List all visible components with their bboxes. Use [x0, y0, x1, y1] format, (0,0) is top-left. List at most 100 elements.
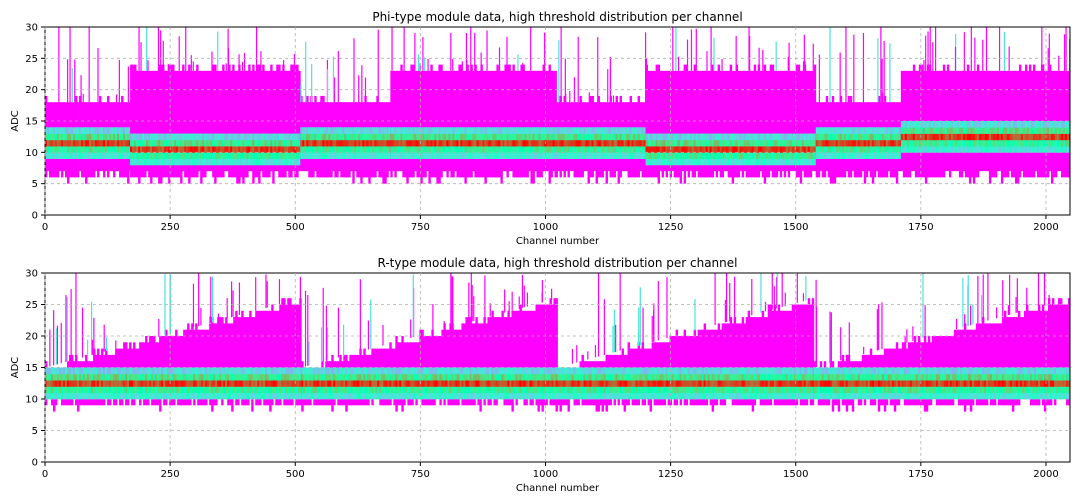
heatmap-core-bin [555, 367, 558, 375]
heatmap-core-bin [193, 386, 196, 394]
heatmap-core-bin [99, 392, 102, 400]
heatmap-column [158, 64, 161, 184]
heatmap-core-bin [178, 158, 181, 166]
heatmap-core-bin [171, 373, 174, 381]
heatmap-core-bin [155, 392, 158, 400]
heatmap-core-bin [238, 146, 241, 153]
heatmap-core-bin [569, 152, 572, 159]
heatmap-core-bin [420, 127, 423, 134]
heatmap-core-bin [416, 139, 419, 147]
heatmap-core-bin [767, 158, 771, 166]
heatmap-core-bin [461, 380, 464, 387]
heatmap-core-bin [209, 367, 212, 375]
heatmap-core-bin [727, 133, 731, 141]
heatmap-core-bin [978, 133, 982, 141]
heatmap-core-bin [385, 373, 388, 381]
heatmap-column [809, 70, 813, 178]
heatmap-core-bin [998, 121, 1002, 128]
heatmap-core-bin [111, 152, 114, 159]
heatmap-core-bin [413, 380, 416, 387]
heatmap-column [495, 317, 498, 406]
heatmap-core-bin [761, 146, 765, 153]
heatmap-core-bin [162, 139, 165, 147]
heatmap-core-bin [51, 367, 54, 375]
heatmap-core-bin [497, 373, 500, 381]
heatmap-core-bin [113, 386, 116, 394]
heatmap-core-bin [515, 392, 518, 400]
heatmap-core-bin [196, 152, 199, 159]
heatmap-core-bin [877, 127, 881, 134]
heatmap-column [653, 70, 656, 178]
heatmap-core-bin [1004, 121, 1008, 128]
heatmap-core-bin [265, 386, 268, 394]
heatmap-core-bin [300, 127, 303, 134]
heatmap-core-bin [536, 139, 539, 147]
heatmap-core-bin [1004, 133, 1008, 141]
heatmap-core-bin [563, 127, 566, 134]
outlier-spike [88, 27, 90, 103]
heatmap-core-bin [703, 133, 707, 141]
heatmap-core-bin [1030, 127, 1034, 134]
heatmap-core-bin [671, 146, 675, 153]
heatmap-core-bin [468, 152, 471, 159]
heatmap-core-bin [421, 373, 424, 381]
heatmap-core-bin [244, 152, 247, 159]
heatmap-core-bin [140, 152, 143, 159]
heatmap-core-bin [613, 152, 616, 159]
heatmap-column [239, 317, 242, 399]
heatmap-core-bin [45, 392, 48, 400]
heatmap-core-bin [212, 133, 215, 141]
heatmap-core-bin [53, 367, 56, 375]
heatmap-core-bin [525, 392, 528, 400]
heatmap-core-bin [900, 127, 904, 134]
heatmap-core-bin [510, 152, 513, 159]
heatmap-core-bin [460, 133, 463, 141]
heatmap-core-bin [243, 367, 246, 375]
heatmap-core-bin [994, 121, 998, 128]
heatmap-core-bin [63, 373, 66, 381]
heatmap-core-bin [1010, 121, 1014, 128]
outlier-spike [473, 296, 475, 322]
heatmap-core-bin [679, 158, 683, 166]
heatmap-core-bin [859, 139, 863, 147]
heatmap-core-bin [635, 152, 638, 159]
heatmap-core-bin [202, 146, 205, 153]
heatmap-core-bin [703, 139, 707, 147]
heatmap-core-bin [398, 133, 401, 141]
heatmap-core-bin [1014, 127, 1018, 134]
heatmap-core-bin [472, 152, 475, 159]
heatmap-column [545, 304, 548, 406]
heatmap-core-bin [119, 367, 122, 375]
heatmap-core-bin [902, 146, 906, 153]
outlier-spike [140, 42, 142, 71]
outlier-spike [471, 284, 473, 322]
heatmap-core-bin [190, 158, 193, 166]
heatmap-core-bin [325, 367, 328, 375]
heatmap-core-bin [589, 133, 592, 141]
heatmap-core-bin [489, 392, 492, 400]
heatmap-core-bin [125, 373, 128, 381]
heatmap-core-bin [357, 367, 360, 375]
heatmap-core-bin [517, 380, 520, 387]
heatmap-core-bin [283, 367, 286, 375]
heatmap-core-bin [408, 139, 411, 147]
outlier-spike [91, 339, 93, 355]
outlier-spike [53, 310, 55, 366]
heatmap-core-bin [433, 373, 436, 381]
heatmap-core-bin [109, 367, 112, 375]
heatmap-column [235, 310, 238, 406]
heatmap-core-bin [159, 367, 162, 375]
heatmap-core-bin [512, 127, 515, 134]
heatmap-core-bin [270, 158, 273, 166]
heatmap-core-bin [437, 367, 440, 375]
heatmap-core-bin [759, 146, 763, 153]
heatmap-core-bin [154, 139, 157, 147]
heatmap-core-bin [649, 139, 652, 147]
heatmap-core-bin [611, 133, 614, 141]
heatmap-core-bin [439, 386, 442, 394]
heatmap-core-bin [621, 127, 624, 134]
heatmap-core-bin [439, 373, 442, 381]
heatmap-core-bin [974, 139, 978, 147]
heatmap-core-bin [910, 146, 914, 153]
heatmap-core-bin [735, 152, 739, 159]
